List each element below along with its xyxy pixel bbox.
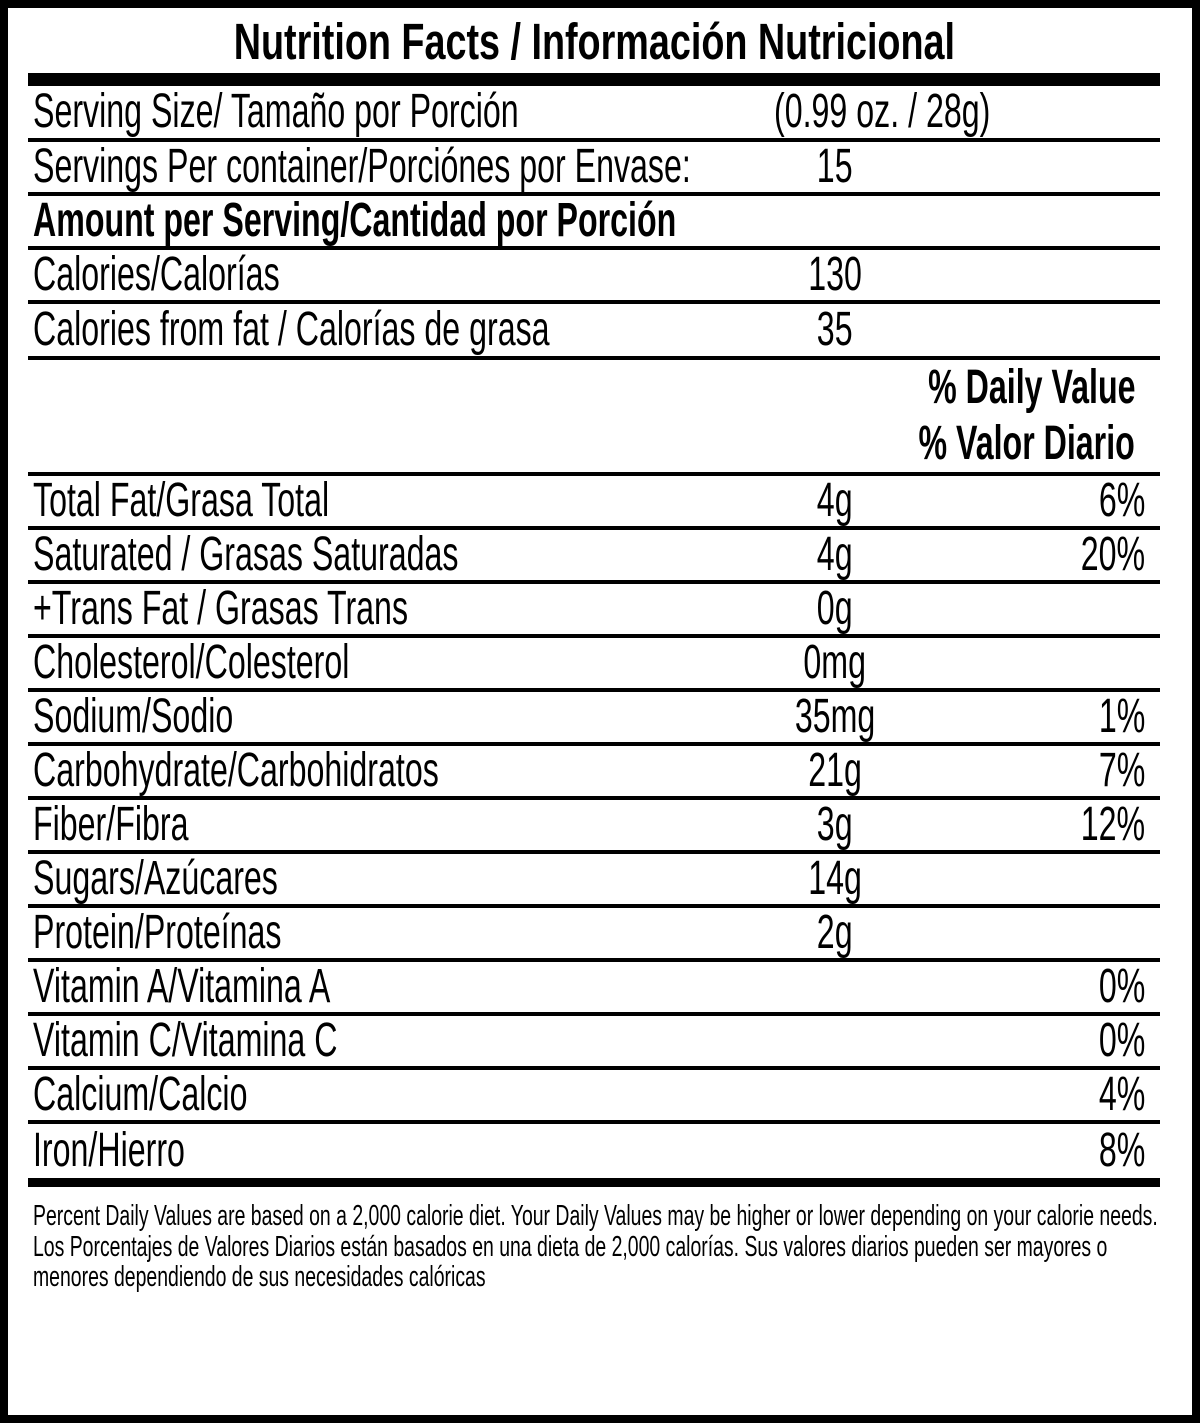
nutrient-amount: 0mg [803,636,867,689]
nutrient-amount: 0g [817,582,853,635]
nutrient-label: Calcium/Calcio [33,1068,248,1121]
nutrient-row: Cholesterol/Colesterol 0mg [28,638,1160,692]
footnote-english: Percent Daily Values are based on a 2,00… [33,1200,1158,1232]
nutrient-amount: 21g [808,744,862,797]
nutrient-label: Fiber/Fibra [33,798,189,851]
nutrient-label: Sugars/Azúcares [33,852,278,905]
nutrient-amount: 4g [817,474,853,527]
serving-size-row: Serving Size/ Tamaño por Porción (0.99 oz… [28,86,1160,142]
calories-label: Calories/Calorías [33,248,280,301]
nutrient-label: Saturated / Grasas Saturadas [33,528,459,581]
nutrient-label: Vitamin A/Vitamina A [33,960,331,1013]
nutrient-daily-value: 4% [1098,1068,1145,1121]
amount-per-serving-heading-row: Amount per Serving/Cantidad por Porción [28,196,1160,250]
nutrient-amount: 2g [817,906,853,959]
nutrient-amount: 3g [817,798,853,851]
serving-size: Serving Size/ Tamaño por Porción (0.99 oz… [33,88,1097,136]
nutrient-row: Vitamin A/Vitamina A 0% [28,962,1160,1016]
nutrient-daily-value: 7% [1098,744,1145,797]
nutrient-daily-value: 12% [1080,798,1145,851]
nutrient-row: Protein/Proteínas 2g [28,908,1160,962]
nutrient-label: Protein/Proteínas [33,906,282,959]
daily-value-header: % Daily Value % Valor Diario [28,360,1160,476]
nutrient-label: Sodium/Sodio [33,690,234,743]
nutrient-row: Sodium/Sodio 35mg 1% [28,692,1160,746]
nutrient-daily-value: 6% [1098,474,1145,527]
daily-value-header-en: % Daily Value [927,361,1135,414]
nutrient-row: Carbohydrate/Carbohidratos 21g 7% [28,746,1160,800]
title-divider-bar [28,73,1160,86]
nutrient-daily-value: 1% [1098,690,1145,743]
amount-per-serving-heading: Amount per Serving/Cantidad por Porción [33,194,677,247]
nutrient-row: +Trans Fat / Grasas Trans 0g [28,584,1160,638]
footnote-spanish: Los Porcentajes de Valores Diarios están… [33,1230,1108,1294]
nutrient-amount: 35mg [794,690,876,743]
nutrient-daily-value: 20% [1080,528,1145,581]
serving-size-value: (0.99 oz. / 28g) [773,85,991,138]
nutrient-row: Total Fat/Grasa Total 4g 6% [28,476,1160,530]
nutrient-row: Saturated / Grasas Saturadas 4g 20% [28,530,1160,584]
calories-value: 130 [808,248,862,301]
nutrient-row: Iron/Hierro 8% [28,1124,1160,1178]
calories-from-fat-row: Calories from fat / Calorías de grasa 35 [28,304,1160,360]
nutrient-daily-value: 0% [1098,960,1145,1013]
nutrient-amount: 4g [817,528,853,581]
calories-row: Calories/Calorías 130 [28,250,1160,304]
nutrient-label: Total Fat/Grasa Total [33,474,330,527]
calories-from-fat-label: Calories from fat / Calorías de grasa [33,303,550,356]
nutrient-label: Carbohydrate/Carbohidratos [33,744,439,797]
nutrient-rows: Total Fat/Grasa Total 4g 6% Saturated / … [28,476,1160,1178]
nutrient-label: Iron/Hierro [33,1124,185,1177]
nutrient-label: +Trans Fat / Grasas Trans [33,582,409,635]
footnote: Percent Daily Values are based on a 2,00… [28,1187,1160,1293]
servings-per-container-row: Servings Per container/Porciónes por Env… [28,142,1160,196]
serving-size-label: Serving Size/ Tamaño por Porción [33,85,519,138]
servings-per-container-value: 15 [817,140,853,193]
nutrient-daily-value: 0% [1098,1014,1145,1067]
nutrient-row: Fiber/Fibra 3g 12% [28,800,1160,854]
label-title: Nutrition Facts / Información Nutriciona… [28,16,1160,68]
nutrient-daily-value: 8% [1098,1124,1145,1177]
nutrient-row: Calcium/Calcio 4% [28,1070,1160,1124]
calories-from-fat-value: 35 [817,303,853,356]
footnote-divider-bar [28,1178,1160,1187]
servings-per-container-label: Servings Per container/Porciónes por Env… [33,140,691,193]
label-title-text: Nutrition Facts / Información Nutriciona… [233,13,955,70]
daily-value-header-es: % Valor Diario [918,417,1135,470]
nutrient-amount: 14g [808,852,862,905]
nutrient-row: Vitamin C/Vitamina C 0% [28,1016,1160,1070]
nutrient-label: Cholesterol/Colesterol [33,636,350,689]
nutrient-label: Vitamin C/Vitamina C [33,1014,338,1067]
nutrient-row: Sugars/Azúcares 14g [28,854,1160,908]
